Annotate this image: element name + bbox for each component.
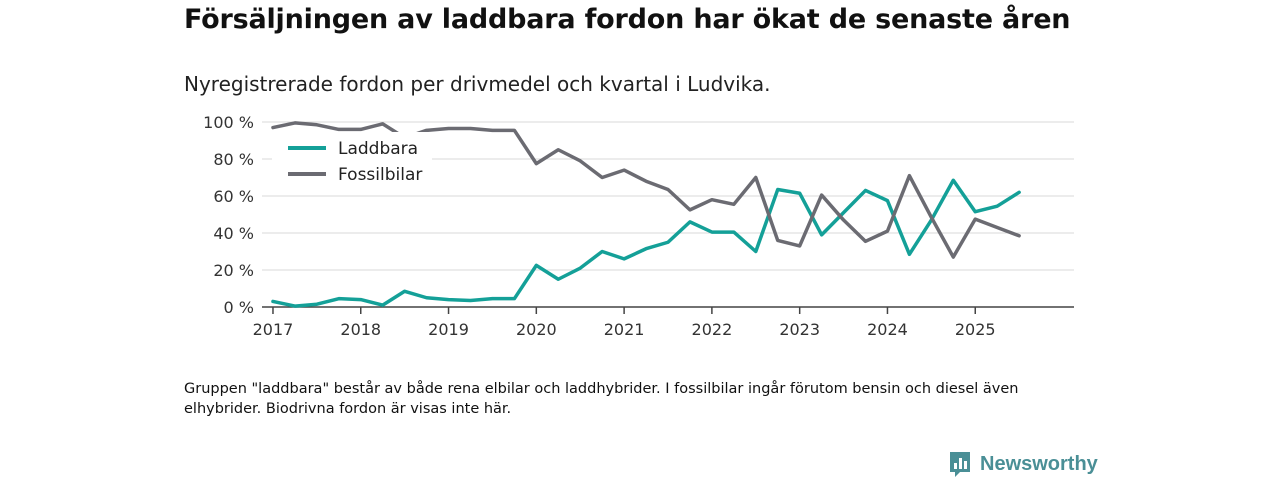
x-tick-label: 2022 (692, 320, 733, 339)
x-tick-label: 2019 (428, 320, 469, 339)
y-tick-label: 0 % (224, 298, 254, 317)
x-tick-label: 2025 (955, 320, 996, 339)
legend-label: Laddbara (338, 139, 418, 159)
chart-subtitle: Nyregistrerade fordon per drivmedel och … (184, 72, 771, 96)
y-tick-label: 80 % (213, 150, 254, 169)
axes: 0 % 20 % 40 % 60 % 80 % 100 % 2017 2018 2019 2020… (203, 113, 1074, 339)
legend: Laddbara Fossilbilar (272, 132, 432, 190)
brand-logo[interactable]: Newsworthy (948, 450, 1098, 478)
y-tick-label: 60 % (213, 187, 254, 206)
brand-name: Newsworthy (980, 452, 1098, 475)
x-tick-label: 2024 (867, 320, 908, 339)
y-tick-label: 40 % (213, 224, 254, 243)
x-tick-label: 2020 (516, 320, 557, 339)
chart-footnote: Gruppen "laddbara" består av både rena e… (184, 381, 1019, 417)
y-tick-label: 20 % (213, 261, 254, 280)
x-tick-label: 2018 (340, 320, 381, 339)
series-line-laddbara (271, 178, 1021, 308)
newsworthy-logo-icon (950, 452, 970, 477)
chart-title: Försäljningen av laddbara fordon har öka… (184, 4, 1071, 35)
x-tick-label: 2023 (779, 320, 820, 339)
x-tick-label: 2021 (604, 320, 645, 339)
legend-label: Fossilbilar (338, 165, 422, 185)
legend-background (272, 132, 432, 190)
x-tick-label: 2017 (253, 320, 294, 339)
y-tick-label: 100 % (203, 113, 254, 132)
